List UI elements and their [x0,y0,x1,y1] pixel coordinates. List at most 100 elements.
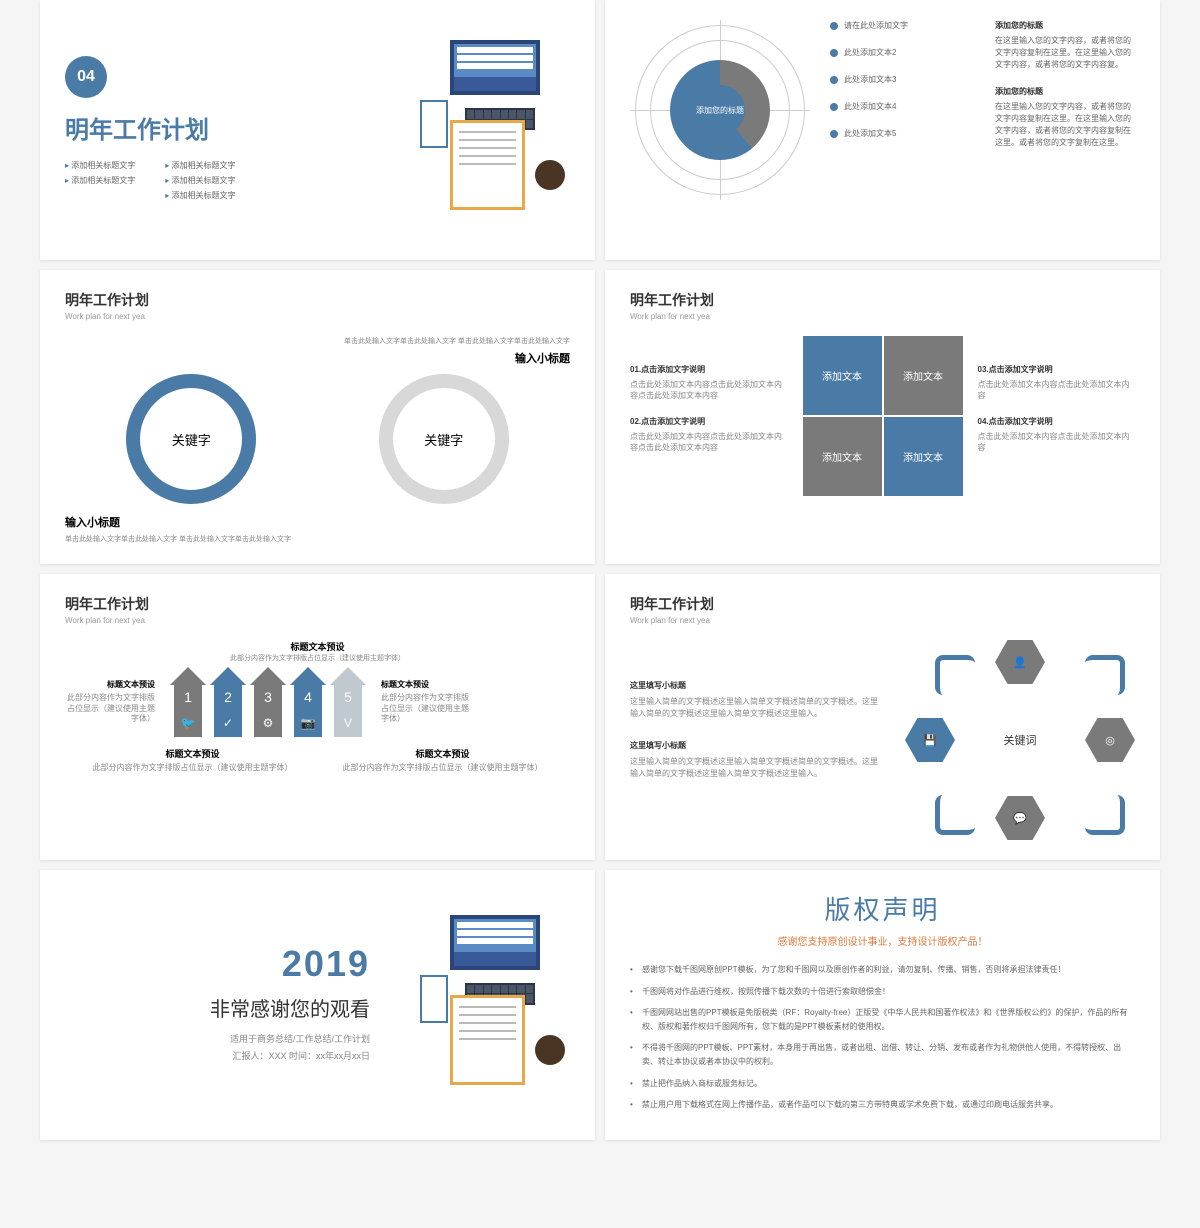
left-desc: 单击此处输入文字单击此处输入文字 单击此处输入文字单击此处输入文字 [65,534,570,544]
copyright-sub: 感谢您支持原创设计事业，支持设计版权产品！ [630,933,1135,948]
puzzle-piece: 添加文本 [884,336,963,415]
arrow-number: 1 [174,685,202,709]
monitor-icon [450,915,540,970]
chart-label: 此处添加文本2 [844,47,896,58]
right-label-2: 输入小标题 [65,350,570,366]
slide-subtitle: Work plan for next yea [630,616,1135,625]
vimeo-icon: V [334,709,362,737]
block-heading: 这里填写小标题 [630,740,880,751]
slide-title: 明年工作计划 [630,290,1135,310]
bullet-item: 添加相关标题文字 [165,190,235,201]
puzzle-piece: 添加文本 [884,417,963,496]
twitter-icon: 🐦 [174,709,202,737]
slide-subtitle: Work plan for next yea [65,616,570,625]
slide-1: 04 明年工作计划 添加相关标题文字 添加相关标题文字 添加相关标题文字 添加相… [40,0,595,260]
block-body: 这里输入简单的文字概述这里输入简单文字概述简单的文字概述。这里输入简单的文字概述… [630,696,880,720]
copyright-list: 感谢您下载千图网原创PPT模板，为了您和千图网以及原创作者的利益，请勿复制、传播… [630,963,1135,1112]
chart-center-label: 添加您的标题 [695,85,745,135]
puzzle-diagram: 添加文本 添加文本 添加文本 添加文本 [803,336,963,496]
slide-subtitle: Work plan for next yea [65,312,570,321]
slide-title: 明年工作计划 [65,290,570,310]
target-icon: ◎ [1085,718,1135,762]
notebook-icon [450,120,525,210]
radial-chart: 添加您的标题 [630,20,810,200]
monitor-icon [450,40,540,95]
coffee-icon [535,160,565,190]
text-block-title: 添加您的标题 [995,86,1135,97]
desk-illustration [390,40,570,220]
chart-label: 此处添加文本3 [844,74,896,85]
slides-grid: 04 明年工作计划 添加相关标题文字 添加相关标题文字 添加相关标题文字 添加相… [40,0,1160,1140]
side-heading: 标题文本预设 [381,679,471,690]
chart-label: 此处添加文本5 [844,128,896,139]
keyword-text: 关键字 [172,430,211,449]
slide-7: 2019 非常感谢您的观看 适用于商务总结/工作总结/工作计划 汇报人：XXX … [40,870,595,1140]
block-body: 这里输入简单的文字概述这里输入简单文字概述简单的文字概述。这里输入简单的文字概述… [630,756,880,780]
text-block-title: 添加您的标题 [995,20,1135,31]
bottom-label: 标题文本预设 [93,747,293,760]
bullet-item: 添加相关标题文字 [65,175,135,186]
bullet-list-right: 添加相关标题文字 添加相关标题文字 添加相关标题文字 [165,160,235,205]
slide-6: 明年工作计划 Work plan for next yea 这里填写小标题 这里… [605,574,1160,860]
item-body: 点击此处添加文本内容点击此处添加文本内容 [978,431,1136,453]
thanks-title: 非常感谢您的观看 [65,993,370,1022]
arrow-number: 3 [254,685,282,709]
bullet-item: 添加相关标题文字 [165,160,235,171]
thanks-sub1: 适用于商务总结/工作总结/工作计划 [65,1032,370,1045]
thanks-sub2: 汇报人：XXX 时间：xx年xx月xx日 [65,1049,370,1062]
bottom-desc: 此部分内容作为文字排版占位显示（建议使用主题字体） [343,762,543,773]
save-icon: 💾 [905,718,955,762]
notebook-icon [450,995,525,1085]
desk-illustration [390,915,570,1095]
slide-3: 明年工作计划 Work plan for next yea 输入小标题 单击此处… [40,270,595,564]
arrow-icon [1085,655,1125,695]
item-body: 点击此处添加文本内容点击此处添加文本内容点击此处添加文本内容 [630,431,788,453]
bullet-item: 添加相关标题文字 [165,175,235,186]
puzzle-piece: 添加文本 [803,336,882,415]
copyright-item: 千图网网站出售的PPT模板是免版税类（RF：Royalty-free）正版受《中… [630,1006,1135,1033]
chat-icon: 💬 [995,796,1045,840]
arrow-icon [935,655,975,695]
item-heading: 03.点击添加文字说明 [978,364,1136,375]
text-block-body: 在这里输入您的文字内容，或者将您的文字内容复制在这里。在这里输入您的文字内容，或… [995,101,1135,149]
arrow-icon [1085,795,1125,835]
slide-5: 明年工作计划 Work plan for next yea 标题文本预设 此部分… [40,574,595,860]
slide-1-title: 明年工作计划 [65,110,370,145]
chart-labels: 请在此处添加文字 此处添加文本2 此处添加文本3 此处添加文本4 此处添加文本5 [830,20,975,200]
top-desc: 此部分内容作为文字排版占位显示（建议使用主题字体） [65,653,570,663]
hexagon-diagram: 👤 💾 关键词 ◎ 💬 [905,640,1135,840]
copyright-item: 禁止用户用下载格式在网上传播作品，或者作品可以下载的第三方带特典或学术免费下载，… [630,1098,1135,1112]
copyright-item: 感谢您下载千图网原创PPT模板，为了您和千图网以及原创作者的利益，请勿复制、传播… [630,963,1135,977]
arrows-diagram: 1🐦 2✓ 3⚙ 4📷 5V [170,667,366,737]
side-heading: 标题文本预设 [65,679,155,690]
left-label: 输入小标题 [65,514,570,530]
side-body: 此部分内容作为文字排版占位显示（建议使用主题字体） [381,693,471,724]
slide-subtitle: Work plan for next yea [630,312,1135,321]
item-body: 点击此处添加文本内容点击此处添加文本内容 [978,379,1136,401]
coffee-icon [535,1035,565,1065]
bottom-desc: 此部分内容作为文字排版占位显示（建议使用主题字体） [93,762,293,773]
copyright-item: 禁止把作品纳入商标或服务标记。 [630,1077,1135,1091]
item-body: 点击此处添加文本内容点击此处添加文本内容点击此处添加文本内容 [630,379,788,401]
item-heading: 02.点击添加文字说明 [630,416,788,427]
slide-title: 明年工作计划 [65,594,570,614]
slide-title: 明年工作计划 [630,594,1135,614]
year-text: 2019 [65,943,370,985]
copyright-item: 不得将千图网的PPT模板、PPT素材，本身用于再出售，或者出租、出借、转让、分销… [630,1041,1135,1068]
slide-8: 版权声明 感谢您支持原创设计事业，支持设计版权产品！ 感谢您下载千图网原创PPT… [605,870,1160,1140]
camera-icon: 📷 [294,709,322,737]
right-desc: 单击此处输入文字单击此处输入文字 单击此处输入文字单击此处输入文字 [65,336,570,346]
center-keyword: 关键词 [995,718,1045,762]
keyword-circle-gray: 关键字 [379,374,509,504]
phone-icon [420,100,448,148]
block-heading: 这里填写小标题 [630,680,880,691]
copyright-item: 千图网将对作品进行维权，按照传播下载次数的十倍进行索取赔偿金！ [630,985,1135,999]
top-label: 标题文本预设 [65,640,570,653]
puzzle-piece: 添加文本 [803,417,882,496]
arrow-number: 4 [294,685,322,709]
chart-label: 此处添加文本4 [844,101,896,112]
slide-2: 添加您的标题 请在此处添加文字 此处添加文本2 此处添加文本3 此处添加文本4 … [605,0,1160,260]
person-icon: 👤 [995,640,1045,684]
gear-icon: ⚙ [254,709,282,737]
bullet-list-left: 添加相关标题文字 添加相关标题文字 [65,160,135,205]
